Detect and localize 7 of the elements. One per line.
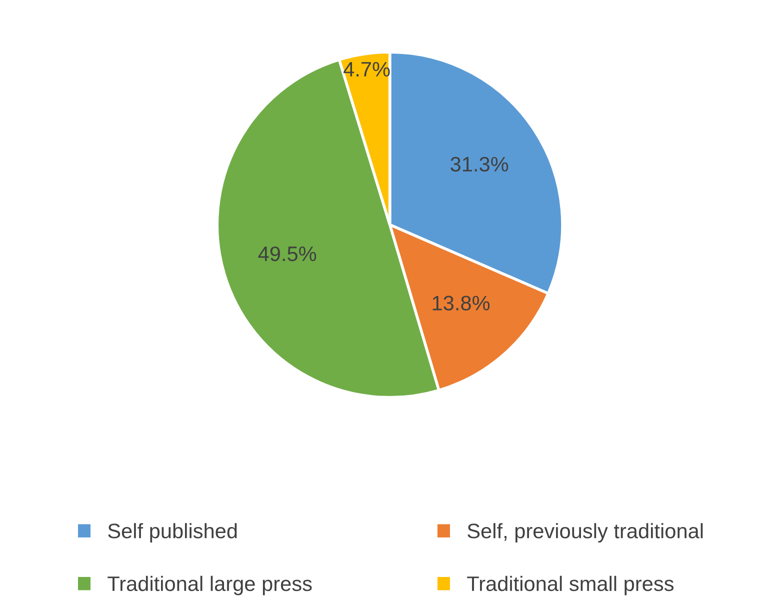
data-label: 13.8% (432, 296, 490, 310)
data-label: 49.5% (258, 246, 316, 262)
legend-label: Self, previously traditional (468, 523, 703, 542)
data-label: 31.3% (450, 156, 508, 172)
legend-label: Traditional small press (467, 576, 674, 596)
legend-label: Traditional large press (108, 576, 312, 596)
legend-label: Self published (108, 523, 237, 542)
